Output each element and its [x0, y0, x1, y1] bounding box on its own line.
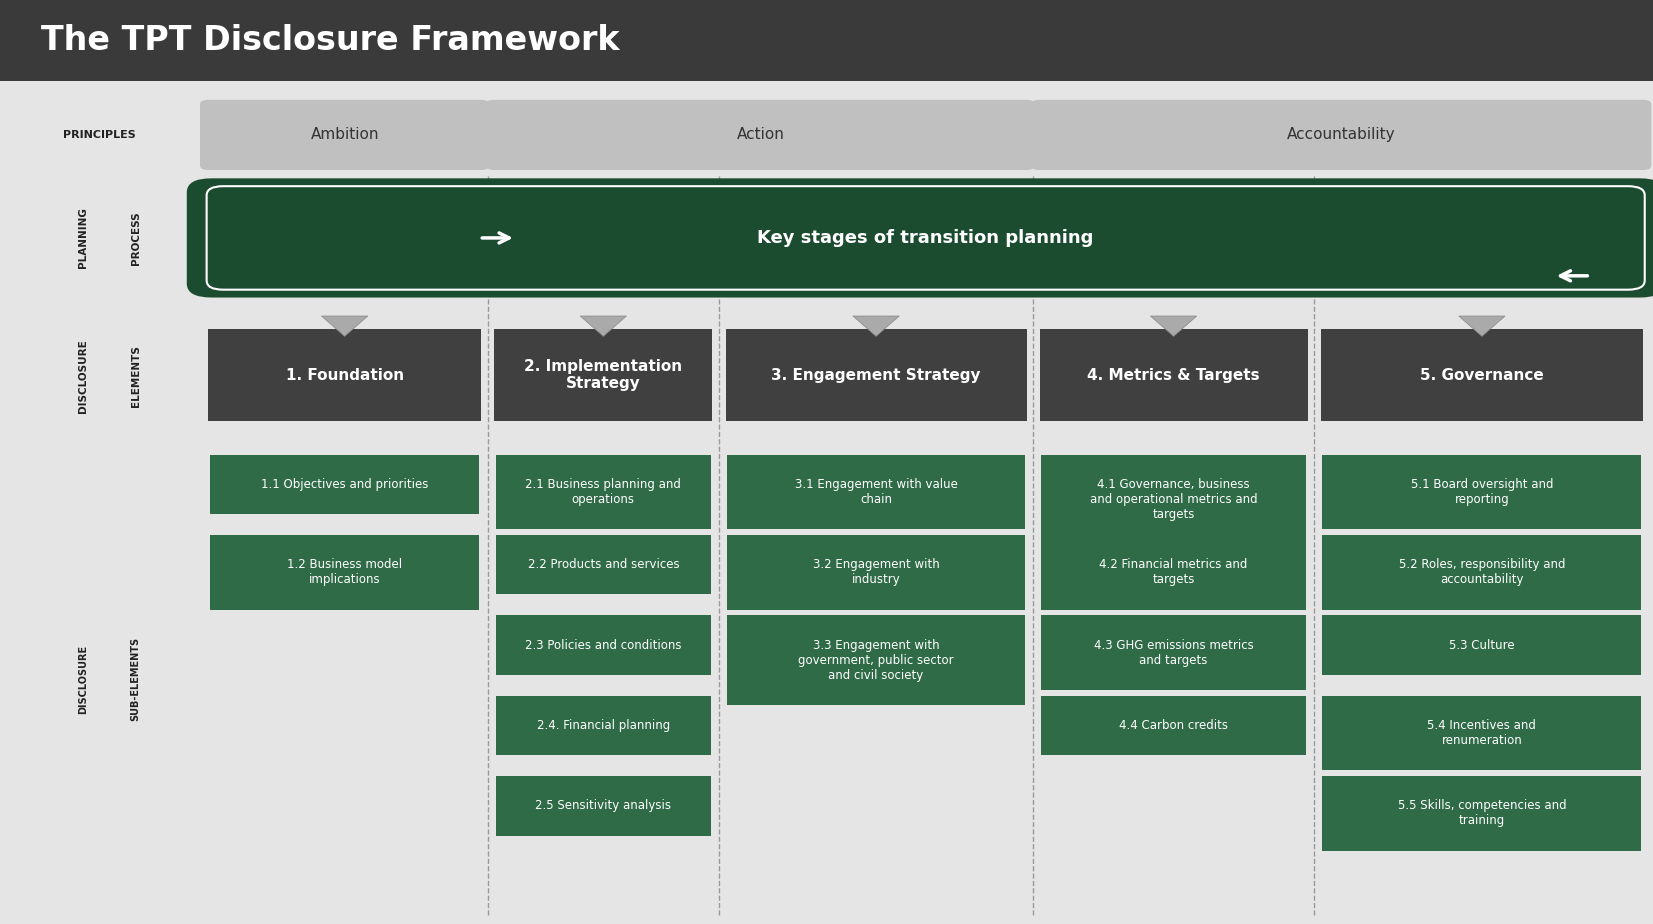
FancyBboxPatch shape — [727, 455, 1025, 529]
Text: 5.2 Roles, responsibility and
accountability: 5.2 Roles, responsibility and accountabi… — [1398, 558, 1565, 586]
FancyBboxPatch shape — [208, 329, 481, 421]
Text: 3.1 Engagement with value
chain: 3.1 Engagement with value chain — [795, 478, 957, 505]
Text: 3. Engagement Strategy: 3. Engagement Strategy — [772, 368, 980, 383]
Polygon shape — [853, 316, 899, 336]
FancyBboxPatch shape — [187, 178, 1653, 298]
FancyBboxPatch shape — [1322, 615, 1641, 675]
FancyBboxPatch shape — [1041, 615, 1306, 690]
FancyBboxPatch shape — [727, 535, 1025, 610]
FancyBboxPatch shape — [1322, 455, 1641, 529]
FancyBboxPatch shape — [496, 455, 711, 529]
Text: Ambition: Ambition — [311, 128, 379, 142]
Text: The TPT Disclosure Framework: The TPT Disclosure Framework — [41, 24, 620, 57]
Text: 2.1 Business planning and
operations: 2.1 Business planning and operations — [526, 478, 681, 505]
FancyBboxPatch shape — [494, 329, 712, 421]
FancyBboxPatch shape — [210, 535, 479, 610]
Text: 2.2 Products and services: 2.2 Products and services — [527, 558, 679, 571]
Polygon shape — [1460, 316, 1506, 336]
Text: 5.3 Culture: 5.3 Culture — [1450, 638, 1514, 651]
FancyBboxPatch shape — [496, 615, 711, 675]
Text: Action: Action — [737, 128, 784, 142]
Text: 2.5 Sensitivity analysis: 2.5 Sensitivity analysis — [536, 799, 671, 812]
FancyBboxPatch shape — [1041, 696, 1306, 755]
FancyBboxPatch shape — [1322, 696, 1641, 771]
Text: 5.4 Incentives and
renumeration: 5.4 Incentives and renumeration — [1428, 719, 1536, 747]
Text: DISCLOSURE: DISCLOSURE — [78, 645, 88, 713]
Text: 1.1 Objectives and priorities: 1.1 Objectives and priorities — [261, 478, 428, 491]
Text: 5.5 Skills, competencies and
training: 5.5 Skills, competencies and training — [1397, 799, 1567, 827]
Text: Accountability: Accountability — [1288, 128, 1395, 142]
Text: 4.1 Governance, business
and operational metrics and
targets: 4.1 Governance, business and operational… — [1089, 478, 1258, 521]
Text: 4. Metrics & Targets: 4. Metrics & Targets — [1088, 368, 1260, 383]
Polygon shape — [1150, 316, 1197, 336]
FancyBboxPatch shape — [1041, 455, 1306, 544]
FancyBboxPatch shape — [496, 535, 711, 594]
Polygon shape — [580, 316, 626, 336]
Text: PROCESS: PROCESS — [131, 211, 141, 265]
Text: 2.3 Policies and conditions: 2.3 Policies and conditions — [526, 638, 681, 651]
FancyBboxPatch shape — [1031, 100, 1651, 170]
Text: SUB-ELEMENTS: SUB-ELEMENTS — [131, 637, 141, 722]
Text: 3.3 Engagement with
government, public sector
and civil society: 3.3 Engagement with government, public s… — [798, 638, 954, 682]
FancyBboxPatch shape — [0, 0, 1653, 81]
FancyBboxPatch shape — [496, 696, 711, 755]
Text: ELEMENTS: ELEMENTS — [131, 346, 141, 407]
FancyBboxPatch shape — [486, 100, 1035, 170]
FancyBboxPatch shape — [1041, 535, 1306, 610]
FancyBboxPatch shape — [496, 776, 711, 835]
Text: Key stages of transition planning: Key stages of transition planning — [757, 229, 1094, 247]
FancyBboxPatch shape — [210, 455, 479, 514]
Text: 2. Implementation
Strategy: 2. Implementation Strategy — [524, 359, 683, 392]
FancyBboxPatch shape — [200, 100, 489, 170]
Text: 1.2 Business model
implications: 1.2 Business model implications — [288, 558, 402, 586]
FancyBboxPatch shape — [727, 615, 1025, 705]
Text: 4.3 GHG emissions metrics
and targets: 4.3 GHG emissions metrics and targets — [1094, 638, 1253, 666]
Text: DISCLOSURE: DISCLOSURE — [78, 339, 88, 413]
FancyBboxPatch shape — [1322, 535, 1641, 610]
Text: 3.2 Engagement with
industry: 3.2 Engagement with industry — [813, 558, 939, 586]
FancyBboxPatch shape — [1322, 776, 1641, 851]
Text: 5.1 Board oversight and
reporting: 5.1 Board oversight and reporting — [1410, 478, 1554, 505]
FancyBboxPatch shape — [1321, 329, 1643, 421]
FancyBboxPatch shape — [1040, 329, 1308, 421]
Text: 4.4 Carbon credits: 4.4 Carbon credits — [1119, 719, 1228, 732]
Text: 2.4. Financial planning: 2.4. Financial planning — [537, 719, 669, 732]
Polygon shape — [321, 316, 369, 336]
Text: 4.2 Financial metrics and
targets: 4.2 Financial metrics and targets — [1099, 558, 1248, 586]
Text: 5. Governance: 5. Governance — [1420, 368, 1544, 383]
Text: PLANNING: PLANNING — [78, 208, 88, 268]
Text: PRINCIPLES: PRINCIPLES — [63, 130, 136, 140]
Text: 1. Foundation: 1. Foundation — [286, 368, 403, 383]
FancyBboxPatch shape — [726, 329, 1027, 421]
